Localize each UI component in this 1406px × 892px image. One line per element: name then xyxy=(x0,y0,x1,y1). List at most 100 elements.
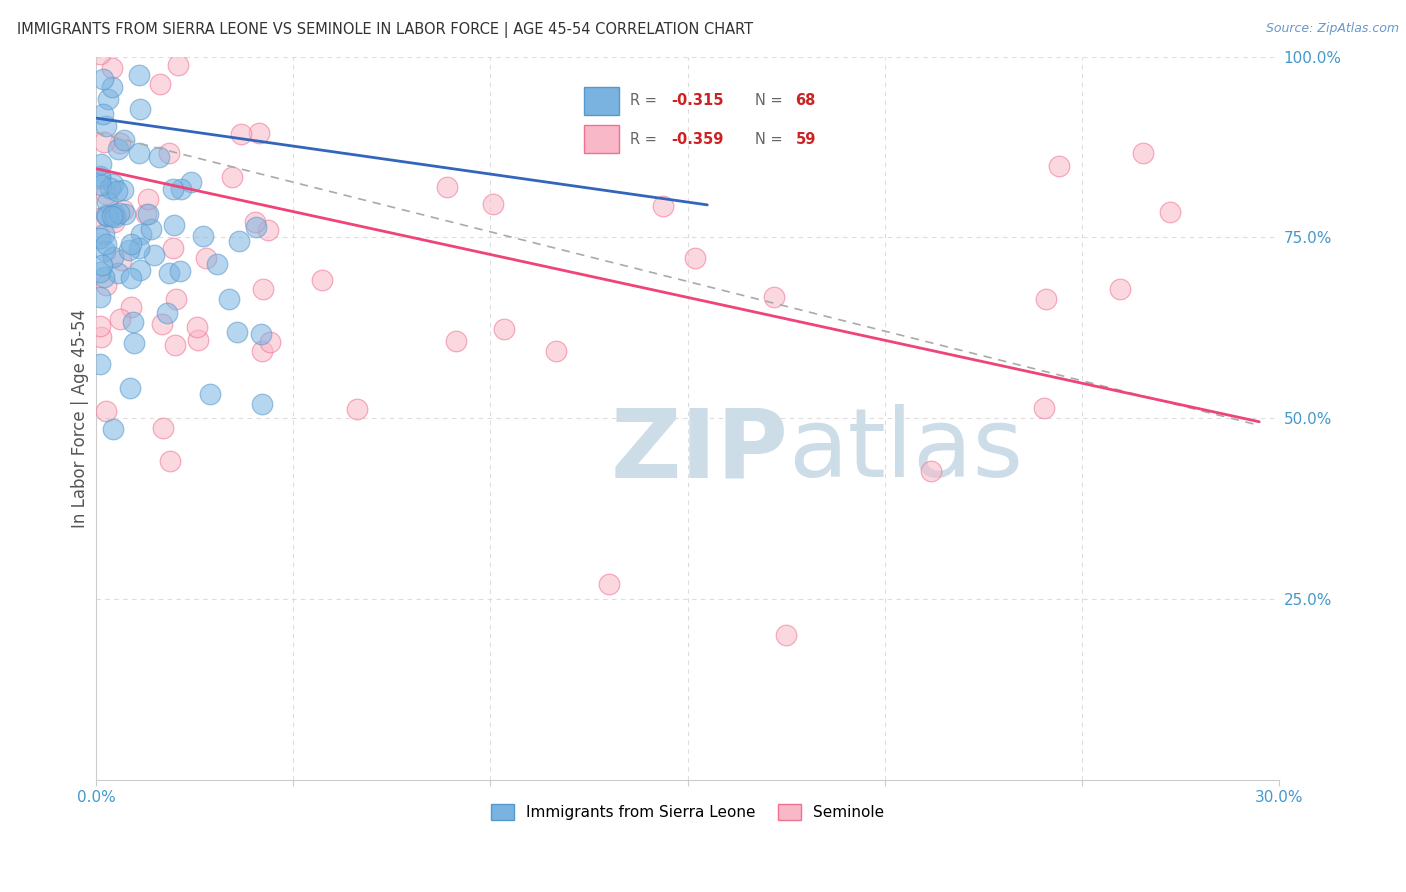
Point xyxy=(135,206,157,220)
Point xyxy=(1049,159,1071,173)
Point xyxy=(1132,146,1154,161)
Point xyxy=(247,127,270,141)
Point xyxy=(346,35,368,49)
Point xyxy=(108,205,131,219)
Point xyxy=(257,223,280,237)
Legend: Immigrants from Sierra Leone, Seminole: Immigrants from Sierra Leone, Seminole xyxy=(485,798,890,826)
Point xyxy=(108,311,131,326)
Point xyxy=(683,251,706,265)
Point xyxy=(89,169,111,184)
Point xyxy=(762,290,785,304)
Point xyxy=(156,306,179,320)
Point xyxy=(229,128,252,142)
Point xyxy=(104,210,127,224)
Point xyxy=(89,171,111,186)
Point xyxy=(252,282,274,296)
Point xyxy=(444,334,467,349)
Point xyxy=(100,180,122,194)
Point xyxy=(250,326,273,341)
Point xyxy=(165,292,187,306)
Point xyxy=(159,454,181,468)
Text: ZIP: ZIP xyxy=(610,404,789,497)
Point xyxy=(162,241,184,255)
Point xyxy=(170,181,193,195)
Point xyxy=(89,319,111,334)
Point xyxy=(112,133,135,147)
Point xyxy=(101,79,124,94)
Text: Source: ZipAtlas.com: Source: ZipAtlas.com xyxy=(1265,22,1399,36)
Point xyxy=(163,218,186,232)
Point xyxy=(228,234,250,248)
Point xyxy=(311,273,333,287)
Point xyxy=(143,247,166,261)
Text: IMMIGRANTS FROM SIERRA LEONE VS SEMINOLE IN LABOR FORCE | AGE 45-54 CORRELATION : IMMIGRANTS FROM SIERRA LEONE VS SEMINOLE… xyxy=(17,22,754,38)
Point xyxy=(103,177,125,191)
Point xyxy=(94,186,117,201)
Point xyxy=(89,290,111,304)
Point xyxy=(346,401,368,416)
Point xyxy=(186,319,208,334)
Point xyxy=(136,206,159,220)
Point xyxy=(93,135,115,149)
Point xyxy=(108,136,131,151)
Point xyxy=(120,35,142,49)
Point xyxy=(91,71,114,86)
Point xyxy=(96,404,118,418)
Point xyxy=(128,262,150,277)
Point xyxy=(120,271,142,285)
Point xyxy=(148,150,170,164)
Point xyxy=(89,265,111,279)
Point xyxy=(94,236,117,251)
Point xyxy=(180,175,202,189)
Point xyxy=(775,628,797,642)
Point xyxy=(259,334,281,349)
Point xyxy=(100,61,122,75)
Point xyxy=(139,222,162,236)
Point xyxy=(89,231,111,245)
Point xyxy=(920,465,942,479)
Point xyxy=(150,317,173,331)
Point xyxy=(218,292,240,306)
Point xyxy=(157,266,180,280)
Point xyxy=(120,301,142,315)
Point xyxy=(93,227,115,241)
Point xyxy=(89,357,111,371)
Point xyxy=(107,266,129,280)
Point xyxy=(482,196,505,211)
Point xyxy=(205,256,228,270)
Point xyxy=(101,209,124,223)
Point xyxy=(129,102,152,116)
Point xyxy=(245,219,267,234)
Point xyxy=(90,178,112,192)
Point xyxy=(652,199,675,213)
Point xyxy=(96,91,118,105)
Point xyxy=(195,252,218,266)
Point xyxy=(94,244,117,259)
Point xyxy=(225,325,247,339)
Point xyxy=(221,170,243,185)
Point xyxy=(114,207,136,221)
Point xyxy=(1109,282,1132,296)
Point xyxy=(122,315,145,329)
Point xyxy=(96,195,118,210)
Point xyxy=(89,38,111,53)
Point xyxy=(250,343,273,358)
Point xyxy=(89,211,111,225)
Point xyxy=(198,387,221,401)
Point xyxy=(101,422,124,436)
Point xyxy=(94,208,117,222)
Point xyxy=(110,253,132,268)
Point xyxy=(152,421,174,435)
Point xyxy=(122,335,145,350)
Point xyxy=(165,337,187,351)
Y-axis label: In Labor Force | Age 45-54: In Labor Force | Age 45-54 xyxy=(72,309,89,528)
Point xyxy=(103,251,125,265)
Point xyxy=(111,202,134,217)
Point xyxy=(187,333,209,347)
Point xyxy=(167,57,190,71)
Point xyxy=(103,207,125,221)
Point xyxy=(598,577,620,591)
Point xyxy=(132,35,155,49)
Point xyxy=(169,264,191,278)
Point xyxy=(149,77,172,91)
